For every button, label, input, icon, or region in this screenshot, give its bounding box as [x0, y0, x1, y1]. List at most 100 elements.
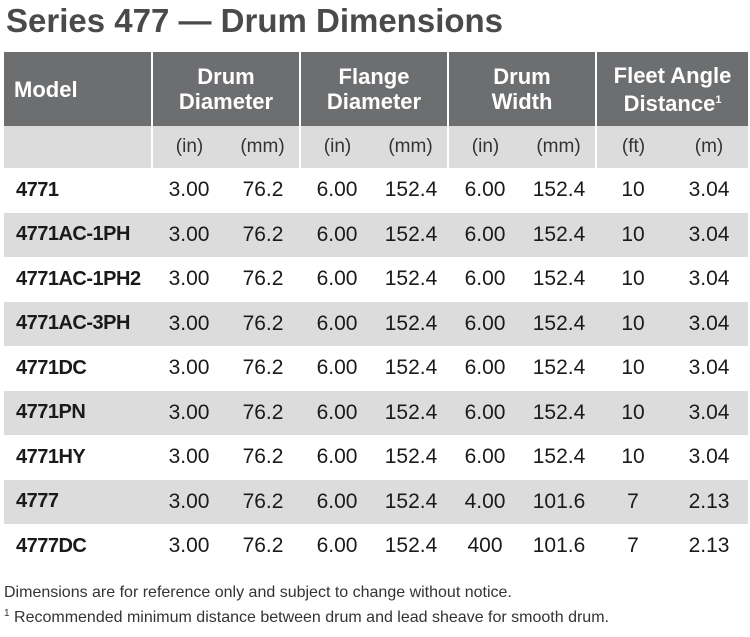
value-cell: 76.2 — [226, 390, 300, 435]
table-row: 4771AC-1PH2 3.00 76.2 6.00 152.4 6.00 152.4 10 3… — [4, 257, 748, 302]
value-cell: 76.2 — [226, 479, 300, 524]
value-cell: 3.00 — [168, 445, 210, 469]
table-row: 4771AC-1PH 3.00 76.2 6.00 152.4 6.00 152.4 10 3.… — [4, 212, 749, 257]
value-cell: 152.4 — [522, 212, 597, 257]
table-row: 4771PN 3.00 76.2 6.00 152.4 6.00 152.4 10 3.04 — [4, 390, 749, 435]
header-flange-diameter: Flange Diameter — [300, 52, 449, 126]
value-cell: 76.2 — [242, 534, 284, 558]
table-row: 4777 3.00 76.2 6.00 152.4 4.00 101.6 7 2.13 — [4, 479, 749, 524]
value-cell: 76.2 — [226, 301, 300, 346]
value-cell: 3.00 — [152, 212, 226, 257]
value-cell: 6.00 — [316, 534, 358, 558]
value-cell: 6.00 — [300, 212, 374, 257]
value-cell: 152.4 — [374, 479, 448, 524]
value-cell: 3.00 — [168, 267, 210, 291]
value-cell: 3.04 — [688, 267, 730, 291]
units-blank-cell — [4, 126, 152, 168]
value-cell: 6.00 — [316, 356, 358, 380]
value-cell: 6.00 — [448, 390, 522, 435]
value-cell: 10 — [596, 301, 671, 346]
value-cell: 6.00 — [300, 301, 374, 346]
value-cell: 152.4 — [374, 301, 448, 346]
value-cell: 152.4 — [384, 445, 438, 469]
page-title: Series 477 — Drum Dimensions — [6, 2, 504, 39]
value-cell: 10 — [596, 212, 671, 257]
value-cell: 3.04 — [670, 390, 749, 435]
footnote-1: 1 Recommended minimum distance between d… — [4, 608, 609, 627]
header-row: Model Drum Diameter Flange Diameter Drum… — [4, 52, 749, 126]
value-cell: 3.00 — [152, 301, 226, 346]
value-cell: 152.4 — [374, 390, 448, 435]
value-cell: 152.4 — [384, 356, 438, 380]
unit-cell: (m) — [670, 126, 749, 168]
value-cell: 152.4 — [532, 178, 586, 202]
value-cell: 152.4 — [384, 534, 438, 558]
value-cell: 6.00 — [464, 178, 506, 202]
model-cell: 4771AC-1PH — [4, 212, 152, 257]
value-cell: 6.00 — [448, 301, 522, 346]
value-cell: 7 — [596, 479, 671, 524]
model-cell: 4777 — [4, 479, 152, 524]
value-cell: 3.04 — [688, 445, 730, 469]
value-cell: 6.00 — [464, 267, 506, 291]
value-cell: 10 — [596, 390, 671, 435]
value-cell: 6.00 — [464, 445, 506, 469]
value-cell: 10 — [621, 267, 645, 291]
value-cell: 6.00 — [300, 390, 374, 435]
value-cell: 152.4 — [384, 178, 438, 202]
value-cell: 152.4 — [522, 301, 597, 346]
value-cell: 3.00 — [168, 534, 210, 558]
unit-cell: (mm) — [374, 126, 448, 168]
model-cell: 4777DC — [16, 534, 87, 557]
table-row: 4771HY 3.00 76.2 6.00 152.4 6.00 152.4 10 3.04 — [4, 435, 748, 480]
unit-cell: (ft) — [595, 126, 671, 168]
header-drum-width-line2: Width — [491, 89, 553, 114]
value-cell: 3.00 — [152, 479, 226, 524]
footnote-1-text: Recommended minimum distance between dru… — [9, 609, 609, 626]
value-cell: 6.00 — [316, 178, 358, 202]
header-drum-diameter: Drum Diameter — [152, 52, 301, 126]
header-drum-diameter-line1: Drum — [197, 64, 255, 89]
footnote-marker: 1 — [715, 93, 722, 106]
unit-cell: (mm) — [226, 126, 300, 168]
drum-dimensions-table: Model Drum Diameter Flange Diameter Drum… — [4, 52, 749, 569]
value-cell: 3.04 — [670, 301, 749, 346]
footnote-1-marker: 1 — [4, 608, 10, 619]
value-cell: 10 — [621, 445, 645, 469]
value-cell: 76.2 — [242, 356, 284, 380]
units-row: (in) (mm) (in) (mm) (in) (mm) (ft) (m) — [4, 126, 749, 168]
value-cell: 101.6 — [522, 479, 597, 524]
value-cell: 4.00 — [448, 479, 522, 524]
value-cell: 3.04 — [670, 212, 749, 257]
header-drum-width: Drum Width — [448, 52, 598, 126]
value-cell: 3.00 — [168, 356, 210, 380]
value-cell: 3.04 — [688, 356, 730, 380]
value-cell: 152.4 — [374, 212, 448, 257]
table-row: 4771AC-3PH 3.00 76.2 6.00 152.4 6.00 152.4 10 3.… — [4, 301, 749, 346]
value-cell: 10 — [621, 356, 645, 380]
value-cell: 76.2 — [242, 267, 284, 291]
model-cell: 4771 — [16, 178, 59, 201]
value-cell: 76.2 — [226, 212, 300, 257]
value-cell: 6.00 — [316, 445, 358, 469]
header-drum-width-line1: Drum — [493, 64, 551, 89]
unit-cell: (mm) — [522, 126, 597, 168]
value-cell: 400 — [467, 534, 503, 558]
value-cell: 152.4 — [532, 445, 586, 469]
value-cell: 3.04 — [688, 178, 730, 202]
unit-cell: (in) — [299, 126, 374, 168]
value-cell: 76.2 — [242, 445, 284, 469]
model-cell: 4771HY — [16, 445, 86, 468]
header-model: Model — [4, 52, 153, 126]
value-cell: 152.4 — [522, 390, 597, 435]
value-cell: 2.13 — [688, 534, 730, 558]
model-cell: 4771DC — [16, 356, 87, 379]
unit-cell: (in) — [151, 126, 226, 168]
table-row: 4771DC 3.00 76.2 6.00 152.4 6.00 152.4 10 3.04 — [4, 346, 748, 391]
value-cell: 6.00 — [300, 479, 374, 524]
value-cell: 3.00 — [152, 390, 226, 435]
value-cell: 76.2 — [242, 178, 284, 202]
header-fleet-angle-distance: Fleet Angle Distance1 — [596, 52, 749, 126]
model-cell: 4771AC-1PH2 — [16, 267, 141, 290]
value-cell: 6.00 — [448, 212, 522, 257]
